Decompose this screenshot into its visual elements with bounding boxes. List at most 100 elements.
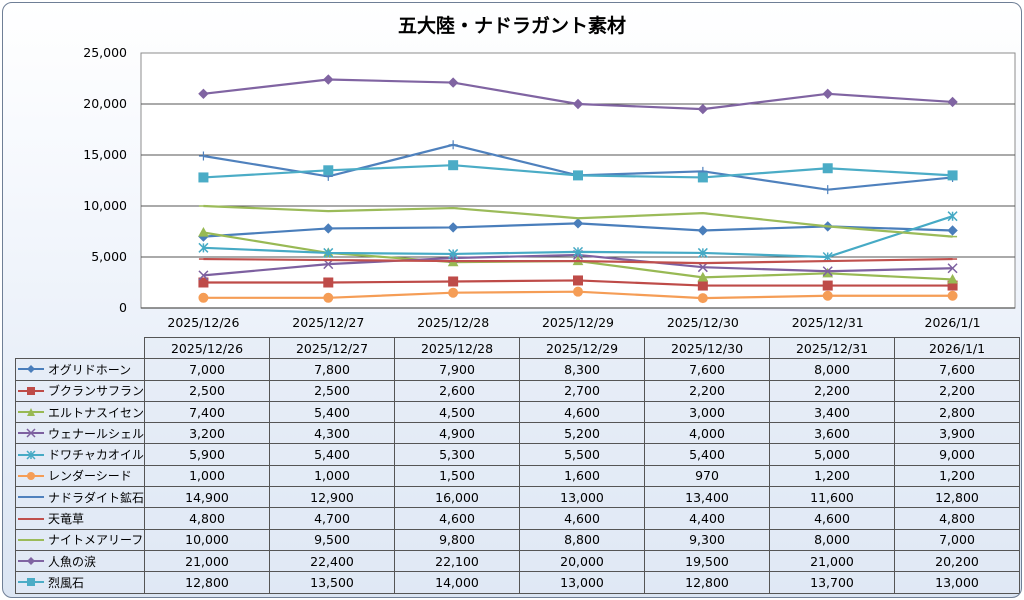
table-cell: 5,900 [144, 443, 271, 466]
data-point [198, 292, 209, 303]
x-tick-label: 2026/1/1 [925, 315, 981, 330]
data-point [198, 88, 209, 100]
table-row: 烈風石 12,800 13,500 14,000 13,000 12,800 13,700 1… [14, 571, 1021, 594]
table-cell: 8,000 [769, 358, 896, 381]
table-cell: 13,400 [644, 486, 771, 509]
data-point [323, 277, 334, 288]
data-table: 2025/12/26 2025/12/27 2025/12/28 2025/12/29… [14, 336, 1021, 594]
table-cell: 7,900 [394, 358, 521, 381]
series-name: 人魚の涙 [48, 554, 97, 569]
table-cell: 4,300 [269, 422, 396, 445]
data-point [573, 286, 583, 297]
table-cell: 5,400 [269, 443, 396, 466]
table-cell: 3,900 [894, 422, 1021, 445]
table-cell: 12,800 [644, 571, 771, 594]
table-cell: 2,200 [769, 379, 896, 402]
series-name: ドワチャカオイル [48, 448, 144, 463]
data-point [448, 287, 459, 298]
chart-plot: 0 5,000 10,000 15,000 20,000 25,000 2025/12/26… [83, 45, 1016, 330]
table-cell: 8,000 [769, 528, 896, 551]
data-point [198, 270, 209, 281]
table-cell: 11,600 [769, 486, 896, 509]
series-name: ナドラダイト鉱石 [48, 490, 145, 505]
table-cell: 4,900 [394, 422, 521, 445]
data-point [198, 226, 209, 237]
data-point [947, 96, 958, 108]
table-cell: 13,000 [519, 571, 646, 594]
table-cell: 10,000 [144, 528, 271, 551]
table-cell: 14,900 [144, 486, 271, 509]
data-point [447, 222, 459, 233]
table-cell: 4,000 [644, 422, 771, 445]
table-row: 天竜草 4,800 4,700 4,600 4,600 4,400 4,600 4,800 [14, 507, 1021, 530]
table-cell: 1,200 [769, 464, 896, 488]
data-point [198, 277, 209, 288]
series-name: エルトナスイセン [48, 405, 145, 420]
legend-entry: ナイトメアリーフ [14, 528, 146, 551]
table-cell: 5,300 [394, 443, 521, 466]
data-point [822, 88, 833, 100]
series-name: ウェナールシェル [48, 426, 145, 441]
y-tick-label: 10,000 [83, 198, 127, 213]
data-point [822, 163, 833, 174]
x-tick-label: 2025/12/28 [417, 315, 489, 330]
table-cell: 9,000 [894, 443, 1021, 466]
table-cell: 4,600 [519, 400, 646, 424]
table-cell: 12,800 [144, 571, 271, 594]
table-cell: 4,800 [894, 507, 1021, 530]
table-cell: 5,200 [519, 422, 646, 445]
legend-entry: ドワチャカオイル [14, 443, 146, 466]
table-cell: 7,800 [269, 358, 396, 381]
series-name: 烈風石 [48, 575, 85, 590]
legend-key [18, 496, 44, 499]
table-cell: 5,000 [769, 443, 896, 466]
legend-entry: エルトナスイセン [14, 400, 146, 424]
table-cell: 3,200 [144, 422, 271, 445]
table-header-cell: 2025/12/30 [644, 336, 771, 360]
y-tick-label: 20,000 [83, 96, 127, 111]
table-cell: 7,400 [144, 400, 271, 424]
table-cell: 9,500 [269, 528, 396, 551]
table-row: レンダーシード 1,000 1,000 1,500 1,600 970 1,200 1,200 [14, 464, 1021, 488]
table-cell: 12,800 [894, 486, 1021, 509]
data-point [448, 248, 459, 259]
table-corner [15, 337, 146, 360]
data-point [323, 165, 334, 176]
data-point [822, 280, 833, 291]
table-cell: 8,300 [519, 358, 646, 381]
table-row: ドワチャカオイル 5,900 5,400 5,300 5,500 5,400 5,000 9,… [14, 443, 1021, 466]
table-cell: 4,600 [769, 507, 896, 530]
chart-title: 五大陸・ナドラガント素材 [397, 15, 626, 37]
legend-key [18, 471, 44, 480]
data-point [947, 263, 958, 274]
table-row: オグリドホーン 7,000 7,800 7,900 8,300 7,600 8,000 7,6… [14, 358, 1021, 381]
x-tick-label: 2025/12/30 [667, 315, 739, 330]
table-cell: 2,200 [894, 379, 1021, 402]
table-cell: 4,700 [269, 507, 396, 530]
table-cell: 21,000 [144, 549, 271, 573]
data-point [198, 151, 208, 161]
table-cell: 13,500 [269, 571, 396, 594]
table-header-cell: 2025/12/31 [769, 336, 896, 360]
series-name: ナイトメアリーフ [48, 533, 144, 548]
table-cell: 5,500 [519, 443, 646, 466]
data-point [448, 160, 459, 171]
data-point [697, 247, 708, 258]
data-point [822, 290, 833, 301]
series-name: オグリドホーン [48, 362, 132, 377]
y-tick-label: 15,000 [83, 147, 127, 162]
table-cell: 20,000 [519, 549, 646, 573]
data-point [697, 172, 708, 183]
data-point [822, 266, 833, 277]
table-header-cell: 2025/12/27 [269, 336, 396, 360]
legend-entry: 天竜草 [14, 507, 146, 530]
table-cell: 7,000 [144, 358, 271, 381]
legend-entry: 人魚の涙 [14, 549, 146, 573]
x-tick-label: 2025/12/31 [792, 315, 864, 330]
legend-key [18, 578, 44, 587]
table-cell: 22,400 [269, 549, 396, 573]
series-name: 天竜草 [48, 512, 85, 527]
table-cell: 13,000 [894, 571, 1021, 594]
data-point [697, 280, 708, 291]
legend-entry: ウェナールシェル [14, 422, 146, 445]
